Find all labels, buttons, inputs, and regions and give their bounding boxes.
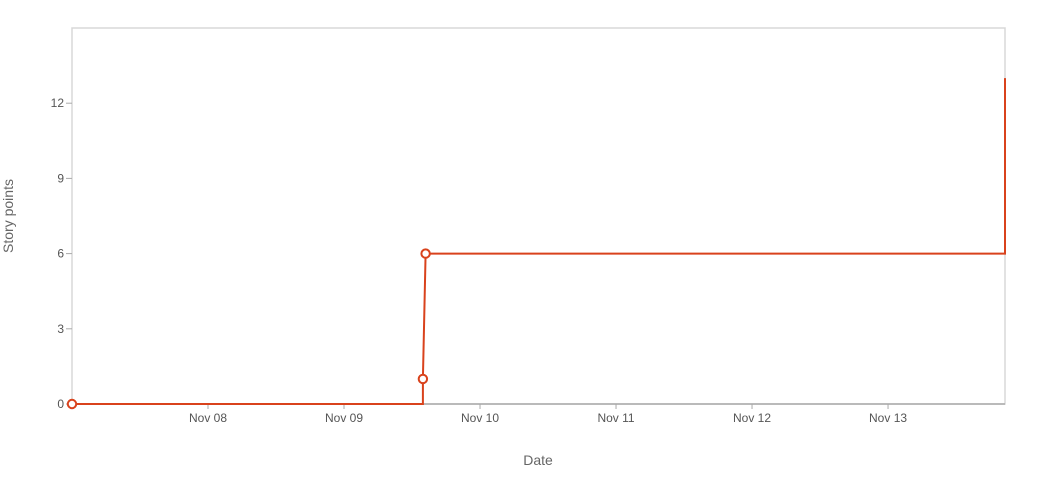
x-tick-label: Nov 08	[189, 411, 227, 425]
y-tick-label: 9	[57, 171, 64, 185]
x-tick-label: Nov 12	[733, 411, 771, 425]
y-tick-label: 3	[57, 322, 64, 336]
y-tick-label: 12	[51, 96, 65, 110]
series-group	[66, 78, 1006, 410]
x-tick-label: Nov 11	[597, 411, 634, 425]
y-tick-label: 6	[57, 247, 64, 261]
data-point[interactable]	[66, 398, 78, 410]
x-tick-label: Nov 09	[325, 411, 363, 425]
x-axis: Nov 08 Nov 09 Nov 10 Nov 11 Nov 12 Nov 13	[189, 404, 907, 425]
data-point[interactable]	[417, 373, 429, 385]
y-axis-title: Story points	[0, 179, 16, 253]
plot-frame	[71, 27, 1006, 405]
y-tick-label: 0	[57, 397, 64, 411]
x-axis-title: Date	[523, 452, 553, 468]
x-tick-label: Nov 13	[869, 411, 907, 425]
series-line	[72, 78, 1006, 405]
data-point[interactable]	[420, 248, 431, 259]
x-tick-label: Nov 10	[461, 411, 499, 425]
y-axis: 0 3 6 9 12	[51, 96, 72, 411]
